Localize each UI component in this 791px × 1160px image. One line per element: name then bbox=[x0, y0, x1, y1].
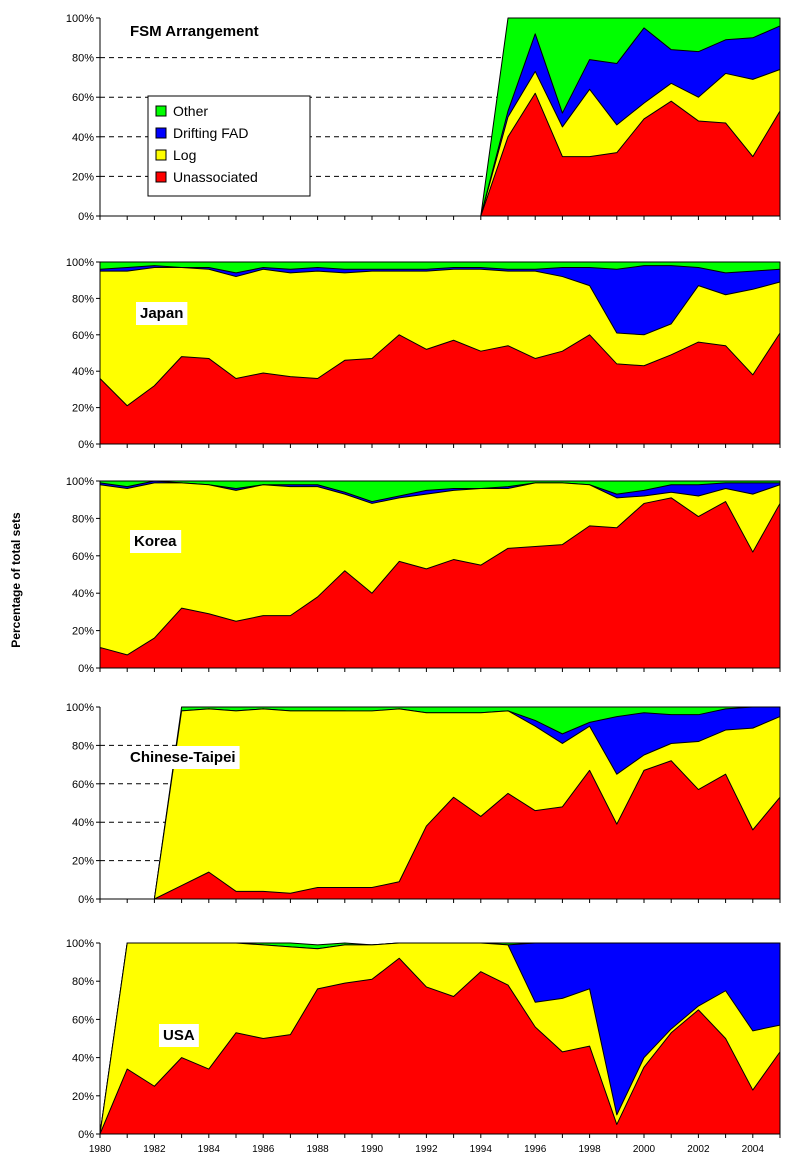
y-tick-label: 60% bbox=[72, 779, 94, 791]
y-tick-label: 80% bbox=[72, 53, 94, 65]
y-tick-label: 100% bbox=[66, 938, 94, 950]
legend-swatch bbox=[155, 171, 167, 183]
area-unassociated bbox=[480, 92, 781, 217]
y-tick-label: 40% bbox=[72, 588, 94, 600]
y-tick-label: 100% bbox=[66, 13, 94, 25]
y-axis-label: Percentage of total sets bbox=[9, 512, 23, 648]
y-tick-label: 100% bbox=[66, 702, 94, 714]
x-tick-label: 1980 bbox=[89, 1144, 112, 1155]
y-tick-label: 60% bbox=[72, 92, 94, 104]
y-tick-label: 0% bbox=[78, 1129, 94, 1141]
panel-title-bg bbox=[159, 1024, 199, 1047]
x-tick-label: 1984 bbox=[198, 1144, 221, 1155]
x-tick-label: 1988 bbox=[306, 1144, 329, 1155]
y-tick-label: 60% bbox=[72, 1014, 94, 1026]
panel-title: FSM Arrangement bbox=[130, 23, 259, 40]
panel-title: Chinese-Taipei bbox=[130, 749, 236, 766]
panel-0: 0% 20% 40% 60% 80% 100% FSM Arrangement Other Dr… bbox=[66, 13, 781, 223]
y-tick-label: 20% bbox=[72, 856, 94, 868]
x-tick-label: 2002 bbox=[687, 1144, 710, 1155]
y-tick-label: 40% bbox=[72, 817, 94, 829]
legend-box bbox=[147, 95, 311, 197]
x-tick-label: 2004 bbox=[742, 1144, 765, 1155]
y-tick-label: 80% bbox=[72, 976, 94, 988]
y-tick-label: 100% bbox=[66, 476, 94, 488]
area-unassociated bbox=[99, 497, 781, 669]
x-tick-label: 1990 bbox=[361, 1144, 384, 1155]
legend-entry: Other bbox=[173, 103, 208, 119]
y-tick-label: 0% bbox=[78, 211, 94, 223]
panel-3: 0% 20% 40% 60% 80% 100% Chinese-Taipei bbox=[66, 702, 781, 906]
x-tick-label: 1982 bbox=[143, 1144, 166, 1155]
y-tick-label: 20% bbox=[72, 1091, 94, 1103]
panel-1: 0% 20% 40% 60% 80% 100% Japan bbox=[66, 257, 781, 451]
y-tick-label: 80% bbox=[72, 740, 94, 752]
y-tick-label: 60% bbox=[72, 551, 94, 563]
panel-title-bg bbox=[126, 746, 240, 769]
y-tick-label: 80% bbox=[72, 513, 94, 525]
area-unassociated bbox=[99, 760, 781, 900]
x-tick-label: 1986 bbox=[252, 1144, 275, 1155]
panel-title: Korea bbox=[134, 533, 177, 550]
panel-title: Japan bbox=[140, 305, 183, 322]
y-tick-label: 60% bbox=[72, 330, 94, 342]
area-unassociated bbox=[99, 957, 781, 1135]
legend: Other Drifting FAD Log Unassociated bbox=[147, 95, 311, 197]
y-tick-label: 20% bbox=[72, 403, 94, 415]
legend-swatch bbox=[155, 149, 167, 161]
legend-swatch bbox=[155, 105, 167, 117]
y-tick-label: 40% bbox=[72, 1053, 94, 1065]
x-tick-label: 1994 bbox=[470, 1144, 493, 1155]
legend-entry: Log bbox=[173, 147, 196, 163]
legend-entry: Drifting FAD bbox=[173, 125, 248, 141]
x-tick-label: 1996 bbox=[524, 1144, 547, 1155]
y-tick-label: 100% bbox=[66, 257, 94, 269]
area-unassociated bbox=[99, 332, 781, 445]
panel-title-bg bbox=[130, 530, 182, 553]
y-tick-label: 20% bbox=[72, 626, 94, 638]
panel-4: 0% 20% 40% 60% 80% 100% 1980 1982 1984 1986 1988 19… bbox=[66, 938, 781, 1155]
legend-entry: Unassociated bbox=[173, 169, 258, 185]
y-tick-label: 40% bbox=[72, 132, 94, 144]
y-tick-label: 80% bbox=[72, 293, 94, 305]
legend-swatch bbox=[155, 127, 167, 139]
y-tick-label: 20% bbox=[72, 171, 94, 183]
x-tick-label: 1992 bbox=[415, 1144, 438, 1155]
x-tick-label: 1998 bbox=[578, 1144, 601, 1155]
y-tick-label: 0% bbox=[78, 663, 94, 675]
panel-title-bg bbox=[136, 302, 188, 325]
y-tick-label: 40% bbox=[72, 366, 94, 378]
y-tick-label: 0% bbox=[78, 439, 94, 451]
panel-title: USA bbox=[163, 1027, 195, 1044]
y-tick-label: 0% bbox=[78, 894, 94, 906]
x-tick-label: 2000 bbox=[633, 1144, 656, 1155]
panel-2: 0% 20% 40% 60% 80% 100% Korea bbox=[66, 476, 781, 675]
